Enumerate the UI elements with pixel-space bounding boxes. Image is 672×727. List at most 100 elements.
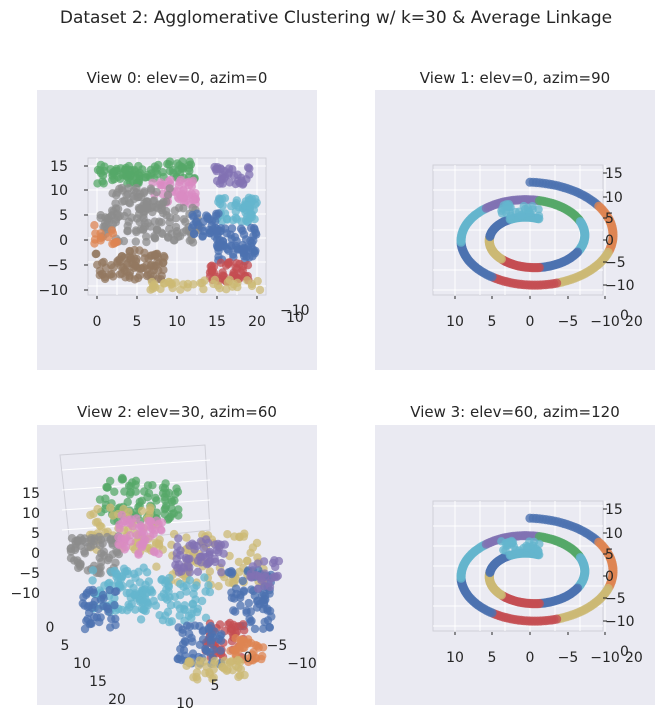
data-point	[157, 271, 166, 281]
data-point	[179, 582, 188, 591]
data-point	[535, 539, 544, 549]
x-tick-label: 15	[89, 674, 107, 690]
data-point	[145, 506, 155, 515]
data-point	[170, 496, 179, 505]
data-point	[156, 284, 165, 294]
data-point	[210, 656, 219, 666]
x-tick-label: 15	[208, 314, 226, 330]
data-point	[123, 226, 132, 235]
data-point	[239, 244, 249, 254]
data-point	[183, 191, 193, 201]
data-point	[183, 279, 193, 289]
data-point	[158, 168, 167, 177]
data-point	[161, 479, 170, 488]
data-point	[515, 546, 524, 555]
data-point	[192, 217, 201, 226]
data-point	[216, 243, 225, 252]
data-point	[153, 257, 162, 266]
data-point	[97, 557, 106, 567]
data-point	[154, 519, 163, 528]
data-point	[172, 549, 181, 558]
data-point	[247, 197, 256, 206]
data-point	[136, 521, 145, 530]
data-point	[191, 189, 200, 198]
data-point	[239, 532, 248, 541]
data-point	[249, 224, 259, 233]
data-point	[165, 213, 175, 222]
y-tick-label: 15	[50, 159, 68, 175]
y-tick-label: −10	[287, 656, 317, 672]
data-point	[130, 194, 139, 204]
data-point	[131, 487, 140, 496]
data-point	[138, 165, 147, 174]
data-point	[82, 590, 91, 599]
x-tick-label: 5	[488, 314, 497, 330]
data-point	[210, 540, 220, 549]
x-tick-label: −5	[558, 650, 579, 666]
data-point	[99, 179, 108, 188]
data-point	[129, 569, 139, 578]
data-point	[165, 224, 174, 234]
data-point	[109, 207, 118, 216]
data-point	[157, 526, 166, 535]
data-point	[226, 230, 235, 239]
data-point	[188, 203, 197, 213]
data-point	[110, 566, 119, 576]
data-point	[191, 595, 200, 604]
data-point	[210, 162, 219, 172]
data-point	[218, 179, 227, 188]
data-point	[248, 543, 258, 552]
data-point	[198, 635, 208, 644]
data-point	[136, 615, 146, 624]
data-point	[253, 276, 262, 286]
data-point	[190, 583, 199, 593]
data-point	[106, 503, 115, 512]
data-point	[263, 616, 273, 625]
data-point	[110, 239, 119, 248]
data-point	[247, 238, 256, 248]
data-point	[267, 574, 277, 583]
data-point	[178, 639, 188, 649]
data-point	[200, 573, 209, 582]
data-point	[170, 206, 180, 215]
data-point	[225, 275, 234, 285]
data-point	[516, 210, 526, 220]
data-point	[156, 200, 165, 209]
data-point	[112, 587, 121, 596]
data-point	[265, 582, 275, 592]
z-tick-label: 0	[620, 644, 629, 660]
data-point	[95, 532, 104, 542]
data-point	[135, 271, 144, 280]
data-point	[157, 575, 166, 585]
data-point	[175, 611, 184, 620]
data-point	[234, 672, 243, 682]
data-point	[125, 271, 134, 280]
data-point	[224, 259, 233, 269]
data-point	[144, 577, 154, 586]
data-point	[94, 604, 103, 614]
x-tick-label: 10	[73, 656, 91, 672]
data-point	[139, 188, 149, 198]
data-point	[205, 567, 215, 576]
data-point	[117, 605, 127, 615]
data-point	[110, 487, 119, 496]
data-point	[249, 231, 258, 241]
data-point	[503, 202, 513, 211]
data-point	[96, 211, 105, 220]
data-point	[83, 602, 93, 612]
y-tick-label: 5	[211, 678, 220, 694]
data-point	[113, 172, 123, 182]
data-point	[121, 165, 130, 174]
data-point	[158, 616, 168, 625]
data-point	[228, 568, 237, 577]
z-tick-label: 0	[31, 546, 40, 562]
data-point	[185, 568, 195, 577]
data-point	[175, 177, 184, 187]
y-tick-label: 5	[605, 547, 614, 563]
data-point	[132, 530, 142, 540]
data-point	[146, 532, 155, 541]
z-tick-label: 15	[22, 486, 40, 502]
data-point	[164, 582, 173, 591]
x-tick-label: 10	[446, 650, 464, 666]
grid-line	[61, 459, 211, 471]
